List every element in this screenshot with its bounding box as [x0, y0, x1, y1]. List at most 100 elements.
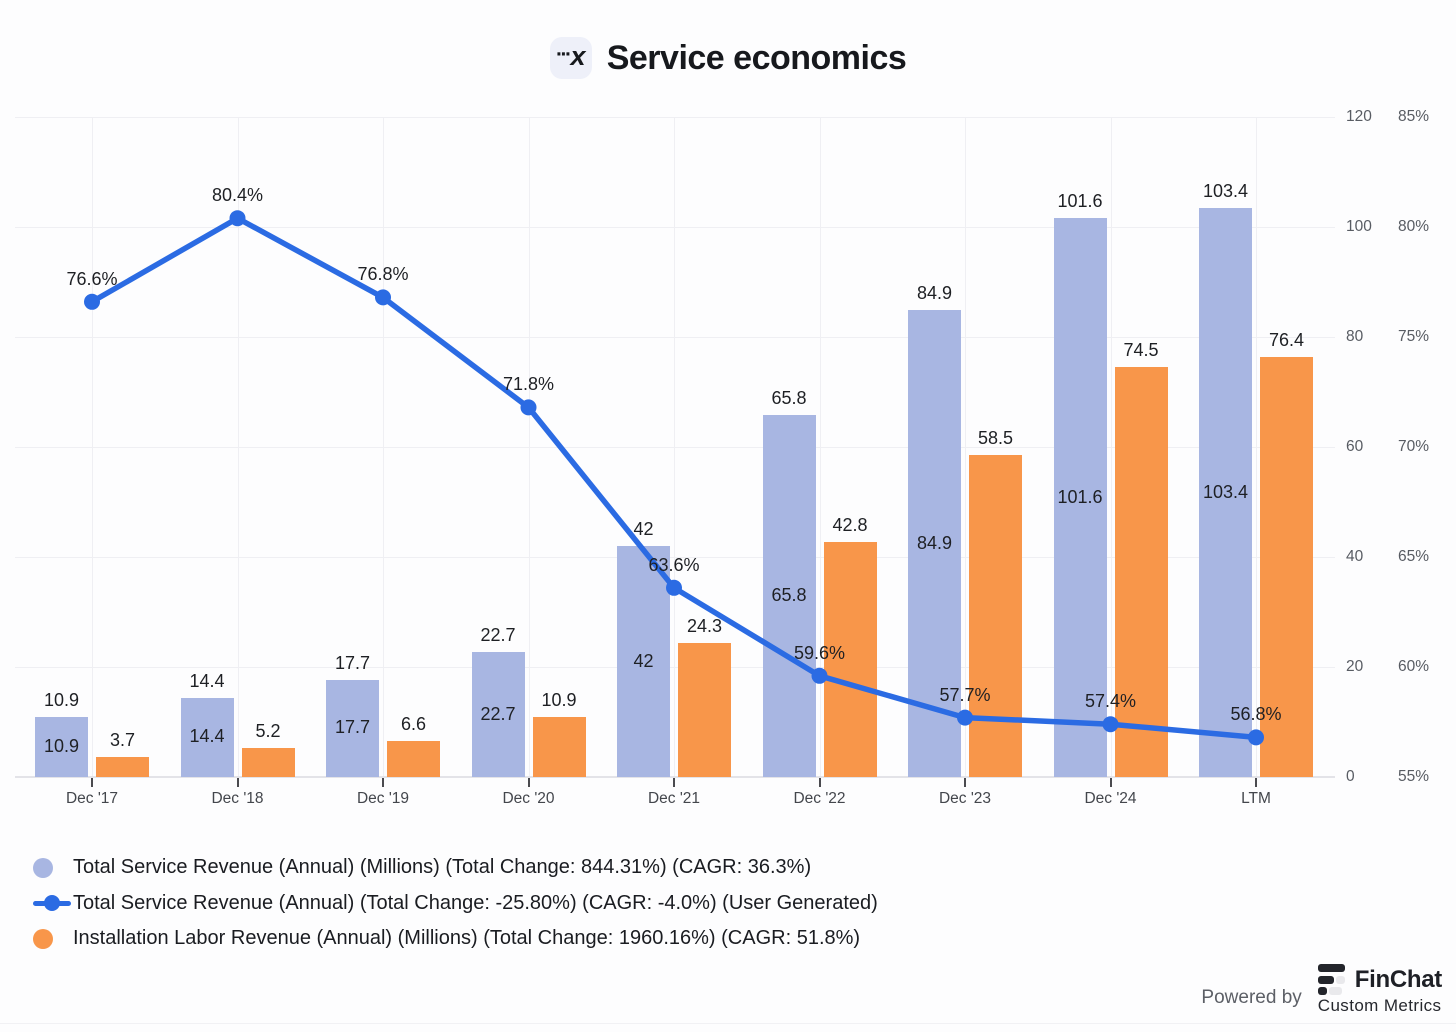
line-point-label: 80.4% — [211, 185, 264, 206]
line-data-point[interactable] — [84, 293, 100, 310]
icon-dots: ··· — [555, 43, 572, 66]
line-data-point[interactable] — [229, 210, 246, 227]
bar-installation-labor-revenue[interactable] — [1114, 367, 1168, 777]
x-axis-tick — [91, 777, 93, 787]
line-data-point[interactable] — [666, 579, 682, 596]
custom-metrics-icon: ··· x — [549, 37, 592, 79]
bar-installation-labor-revenue[interactable] — [387, 740, 440, 777]
bar-total-service-revenue[interactable] — [471, 652, 525, 777]
line-data-point[interactable] — [520, 399, 537, 416]
line-point-label: 56.8% — [1230, 704, 1282, 725]
chart-header: ··· x Service economics — [0, 33, 1456, 83]
left-value-axis-tick-label: 120 — [1346, 108, 1372, 125]
right-percent-axis-tick-label: 60% — [1398, 658, 1430, 675]
bar-value-label: 6.6 — [400, 713, 427, 734]
line-point-label: 63.6% — [648, 554, 700, 575]
gridline-horizontal — [15, 667, 1335, 668]
bar-value-label: 14.4 — [189, 670, 225, 691]
bar-total-service-revenue[interactable] — [326, 679, 379, 777]
gridline-vertical — [965, 117, 966, 777]
bar-total-service-revenue[interactable] — [1199, 208, 1252, 777]
gridline-vertical — [1110, 117, 1112, 777]
line-path — [89, 215, 1259, 741]
x-axis-tick-label: Dec '23 — [938, 790, 992, 807]
line-data-point[interactable] — [811, 667, 828, 684]
chart-legend: Total Service Revenue (Annual) (Millions… — [33, 850, 878, 957]
x-axis-tick — [964, 777, 966, 787]
legend-label: Total Service Revenue (Annual) (Millions… — [73, 856, 812, 879]
x-axis-tick — [673, 777, 675, 787]
x-axis-tick-label: Dec '20 — [502, 790, 555, 807]
bar-value-label: 65.8 — [771, 388, 807, 409]
line-data-point[interactable] — [957, 709, 973, 726]
legend-circle-marker — [33, 857, 53, 878]
bar-installation-labor-revenue[interactable] — [969, 455, 1022, 777]
left-value-axis-tick-label: 60 — [1346, 438, 1364, 455]
gridline-horizontal — [15, 447, 1335, 448]
bar-value-label-inside: 103.4 — [1202, 481, 1249, 502]
bar-installation-labor-revenue[interactable] — [96, 756, 149, 777]
bar-installation-labor-revenue[interactable] — [532, 717, 586, 777]
gridline-vertical — [92, 117, 93, 777]
bar-total-service-revenue[interactable] — [762, 415, 816, 777]
bar-value-label-inside: 14.4 — [189, 726, 225, 747]
x-axis-tick — [818, 777, 821, 787]
gridline-horizontal — [15, 227, 1335, 228]
x-axis-tick — [1109, 777, 1112, 787]
bar-total-service-revenue[interactable] — [617, 546, 670, 777]
finchat-brand[interactable]: FinChat Custom Metrics — [1317, 964, 1443, 1016]
powered-by-text: Powered by — [1201, 987, 1302, 1008]
bar-installation-labor-revenue[interactable] — [678, 643, 731, 777]
x-axis-tick-label: Dec '18 — [211, 790, 264, 807]
bar-value-label: 101.6 — [1057, 191, 1103, 212]
line-point-label: 57.7% — [939, 684, 991, 705]
bar-value-label: 84.9 — [916, 283, 953, 304]
right-percent-axis-tick-label: 70% — [1398, 438, 1430, 455]
legend-item-total-service-revenue-line[interactable]: Total Service Revenue (Annual) (Total Ch… — [33, 886, 878, 922]
bar-value-label-inside: 84.9 — [916, 532, 953, 553]
bar-installation-labor-revenue[interactable] — [241, 748, 295, 777]
bar-total-service-revenue[interactable] — [1053, 218, 1107, 777]
bar-value-label: 58.5 — [977, 428, 1014, 449]
bar-installation-labor-revenue[interactable] — [1260, 356, 1313, 777]
line-point-label: 76.6% — [66, 268, 118, 289]
legend-item-installation-labor-revenue[interactable]: Installation Labor Revenue (Annual) (Mil… — [33, 921, 878, 957]
bar-value-label: 76.4 — [1268, 329, 1305, 350]
bar-total-service-revenue[interactable] — [908, 310, 961, 777]
gridline-vertical — [1256, 117, 1257, 777]
legend-label: Total Service Revenue (Annual) (Total Ch… — [73, 891, 878, 914]
x-axis-tick-label: Dec '24 — [1084, 790, 1137, 807]
bar-value-label: 24.3 — [686, 616, 723, 637]
bar-installation-labor-revenue[interactable] — [823, 541, 877, 777]
left-value-axis-tick-label: 0 — [1346, 768, 1355, 785]
gridline-vertical — [383, 117, 384, 777]
powered-by-footer: Powered by FinChat Custom Metrics — [1201, 964, 1442, 1016]
bar-value-label: 17.7 — [334, 652, 371, 673]
bar-value-label-inside: 10.9 — [43, 736, 80, 757]
x-axis-tick — [527, 777, 530, 787]
right-percent-axis-tick-label: 80% — [1398, 218, 1430, 235]
line-data-point[interactable] — [1248, 729, 1264, 746]
bar-value-label: 22.7 — [480, 625, 516, 646]
x-axis-tick — [236, 777, 239, 787]
line-data-point[interactable] — [375, 289, 391, 306]
bar-total-service-revenue[interactable] — [180, 697, 234, 777]
line-data-point[interactable] — [1102, 716, 1119, 733]
right-percent-axis-tick-label: 85% — [1398, 108, 1430, 125]
bar-value-label: 10.9 — [43, 690, 80, 711]
right-percent-axis-tick-label: 65% — [1398, 548, 1430, 565]
bar-total-service-revenue[interactable] — [35, 717, 88, 777]
finchat-brand-name: FinChat — [1354, 965, 1443, 993]
finchat-brand-subtitle: Custom Metrics — [1317, 996, 1442, 1015]
x-axis-tick-label: Dec '21 — [647, 790, 701, 807]
bar-value-label: 5.2 — [255, 721, 281, 742]
line-point-label: 71.8% — [502, 374, 555, 395]
bar-value-label-inside: 42 — [633, 650, 654, 671]
gridline-vertical — [819, 117, 821, 777]
bar-value-label: 42.8 — [832, 514, 868, 535]
gridline-vertical — [528, 117, 530, 777]
icon-x-letter: x — [570, 40, 586, 71]
legend-item-total-service-revenue-bar[interactable]: Total Service Revenue (Annual) (Millions… — [33, 850, 878, 886]
